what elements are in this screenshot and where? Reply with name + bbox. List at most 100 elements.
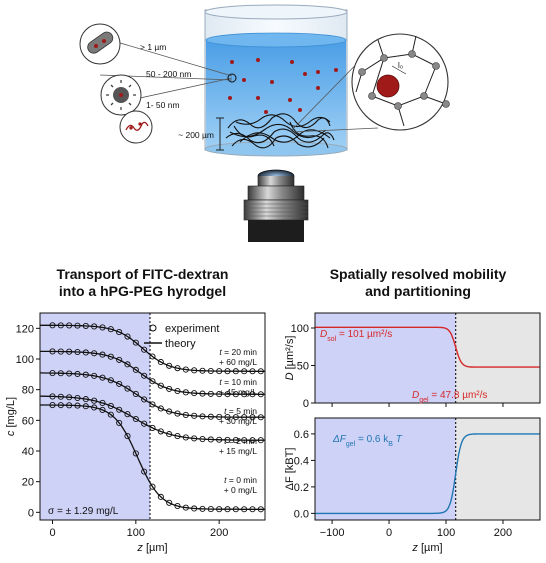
experiment-point	[157, 358, 164, 366]
experiment-point	[232, 506, 239, 513]
experiment-point	[107, 411, 114, 418]
experiment-point	[232, 436, 239, 444]
experiment-point	[241, 414, 248, 421]
theory-curve-4	[40, 404, 265, 510]
experiment-point	[191, 412, 198, 419]
theory-curve-2	[40, 372, 265, 418]
delta-f-annotation: ΔFgel = 0.6 kB T	[332, 434, 403, 448]
experiment-point	[166, 499, 173, 506]
experiment-point	[132, 366, 139, 373]
experiment-point	[257, 368, 264, 375]
experiment-point	[199, 413, 206, 420]
experiment-point	[199, 435, 206, 443]
experiment-point	[141, 420, 148, 427]
experiment-point	[82, 403, 89, 410]
experiment-point	[49, 402, 56, 409]
experiment-point	[224, 368, 231, 375]
legend-experiment-label: experiment	[165, 323, 219, 335]
series-time-label: t = 20 min	[219, 347, 257, 357]
microscope-objective-icon	[243, 169, 309, 242]
y-tick-label: 40	[22, 446, 34, 458]
y-tick-label: 0.6	[294, 429, 309, 441]
experiment-point	[99, 324, 106, 331]
hydrogel-icon	[225, 113, 335, 149]
experiment-point	[82, 396, 89, 403]
d-sol-annotation: Dsol = 101 µm²/s	[320, 329, 392, 343]
experiment-point	[91, 404, 98, 411]
experiment-point	[116, 380, 123, 387]
experiment-point	[66, 394, 73, 401]
experiment-point	[174, 410, 181, 417]
x-axis-label: z [µm]	[411, 542, 442, 554]
experiment-point	[207, 413, 214, 420]
experiment-point	[149, 378, 156, 385]
experiment-schematic: ~ 200 µm > 1 µm 50 - 200 nm 1- 50 nm	[79, 4, 450, 242]
y-tick-label: 100	[16, 354, 34, 366]
experiment-point	[91, 397, 98, 404]
x-tick-label: −100	[320, 527, 345, 539]
y-tick-label: 0.4	[294, 455, 309, 467]
x-tick-label: 200	[210, 527, 228, 539]
experiment-point	[66, 322, 73, 329]
theory-curve-0	[40, 324, 265, 372]
legend-experiment-marker	[149, 324, 157, 332]
free-energy-curve	[315, 433, 540, 515]
gel-thickness-label: ~ 200 µm	[178, 130, 214, 140]
y-tick-label: 50	[297, 361, 309, 373]
experiment-point	[207, 367, 214, 375]
right-title-line2: and partitioning	[365, 283, 471, 299]
experiment-point	[57, 348, 64, 355]
experiment-point	[124, 433, 131, 440]
experiment-point	[74, 402, 81, 409]
experiment-point	[132, 390, 139, 397]
left-panel-title: Transport of FITC-dextran into a hPG-PEG…	[20, 266, 265, 300]
concentration-chart: t = 20 min+ 60 mg/L t = 10 min+ 45 mg/L t …	[5, 312, 266, 554]
experiment-point	[241, 368, 248, 375]
experiment-point	[216, 390, 223, 398]
zoom-spot	[227, 73, 237, 83]
y-tick-label: 120	[16, 323, 34, 335]
experiment-point	[174, 502, 181, 510]
experiment-point	[257, 391, 264, 398]
experiment-point	[157, 382, 164, 389]
experiment-point	[149, 353, 156, 360]
experiment-point	[149, 424, 156, 431]
experiment-point	[57, 393, 64, 400]
gel-region-shading	[315, 418, 456, 520]
bacterium-icon	[79, 23, 121, 65]
experiment-point	[82, 371, 89, 378]
experiment-point	[141, 468, 148, 475]
theory-curve-1	[40, 350, 265, 395]
experiment-point	[191, 505, 198, 512]
particles-icon	[228, 58, 338, 114]
experiment-point	[74, 348, 81, 356]
experiment-point	[91, 350, 98, 357]
plot-frame	[39, 312, 266, 521]
experiment-point	[107, 402, 114, 410]
y-tick-label: 60	[22, 415, 34, 427]
experiment-point	[107, 326, 114, 333]
experiment-point	[241, 506, 248, 513]
experiment-point	[99, 374, 106, 381]
experiment-point	[232, 414, 239, 421]
experiment-point	[132, 450, 139, 457]
experiment-point	[57, 402, 64, 409]
plot-frame	[314, 312, 541, 404]
experiment-point	[132, 339, 139, 346]
experiment-point	[99, 351, 106, 358]
experiment-point	[249, 368, 256, 375]
x-tick-label: 100	[437, 527, 455, 539]
experiment-point	[149, 483, 156, 490]
experiment-point	[124, 333, 131, 340]
experiment-point	[91, 372, 98, 379]
experiment-point	[216, 413, 223, 420]
plot-frame	[314, 417, 541, 521]
series-offset-label: + 45 mg/L	[219, 387, 257, 397]
experiment-point	[107, 377, 114, 384]
experiment-point	[182, 434, 189, 441]
experiment-point	[257, 506, 264, 513]
experiment-point	[124, 411, 131, 418]
diffusivity-curve	[315, 326, 540, 368]
series-time-label: t = 10 min	[219, 377, 257, 387]
